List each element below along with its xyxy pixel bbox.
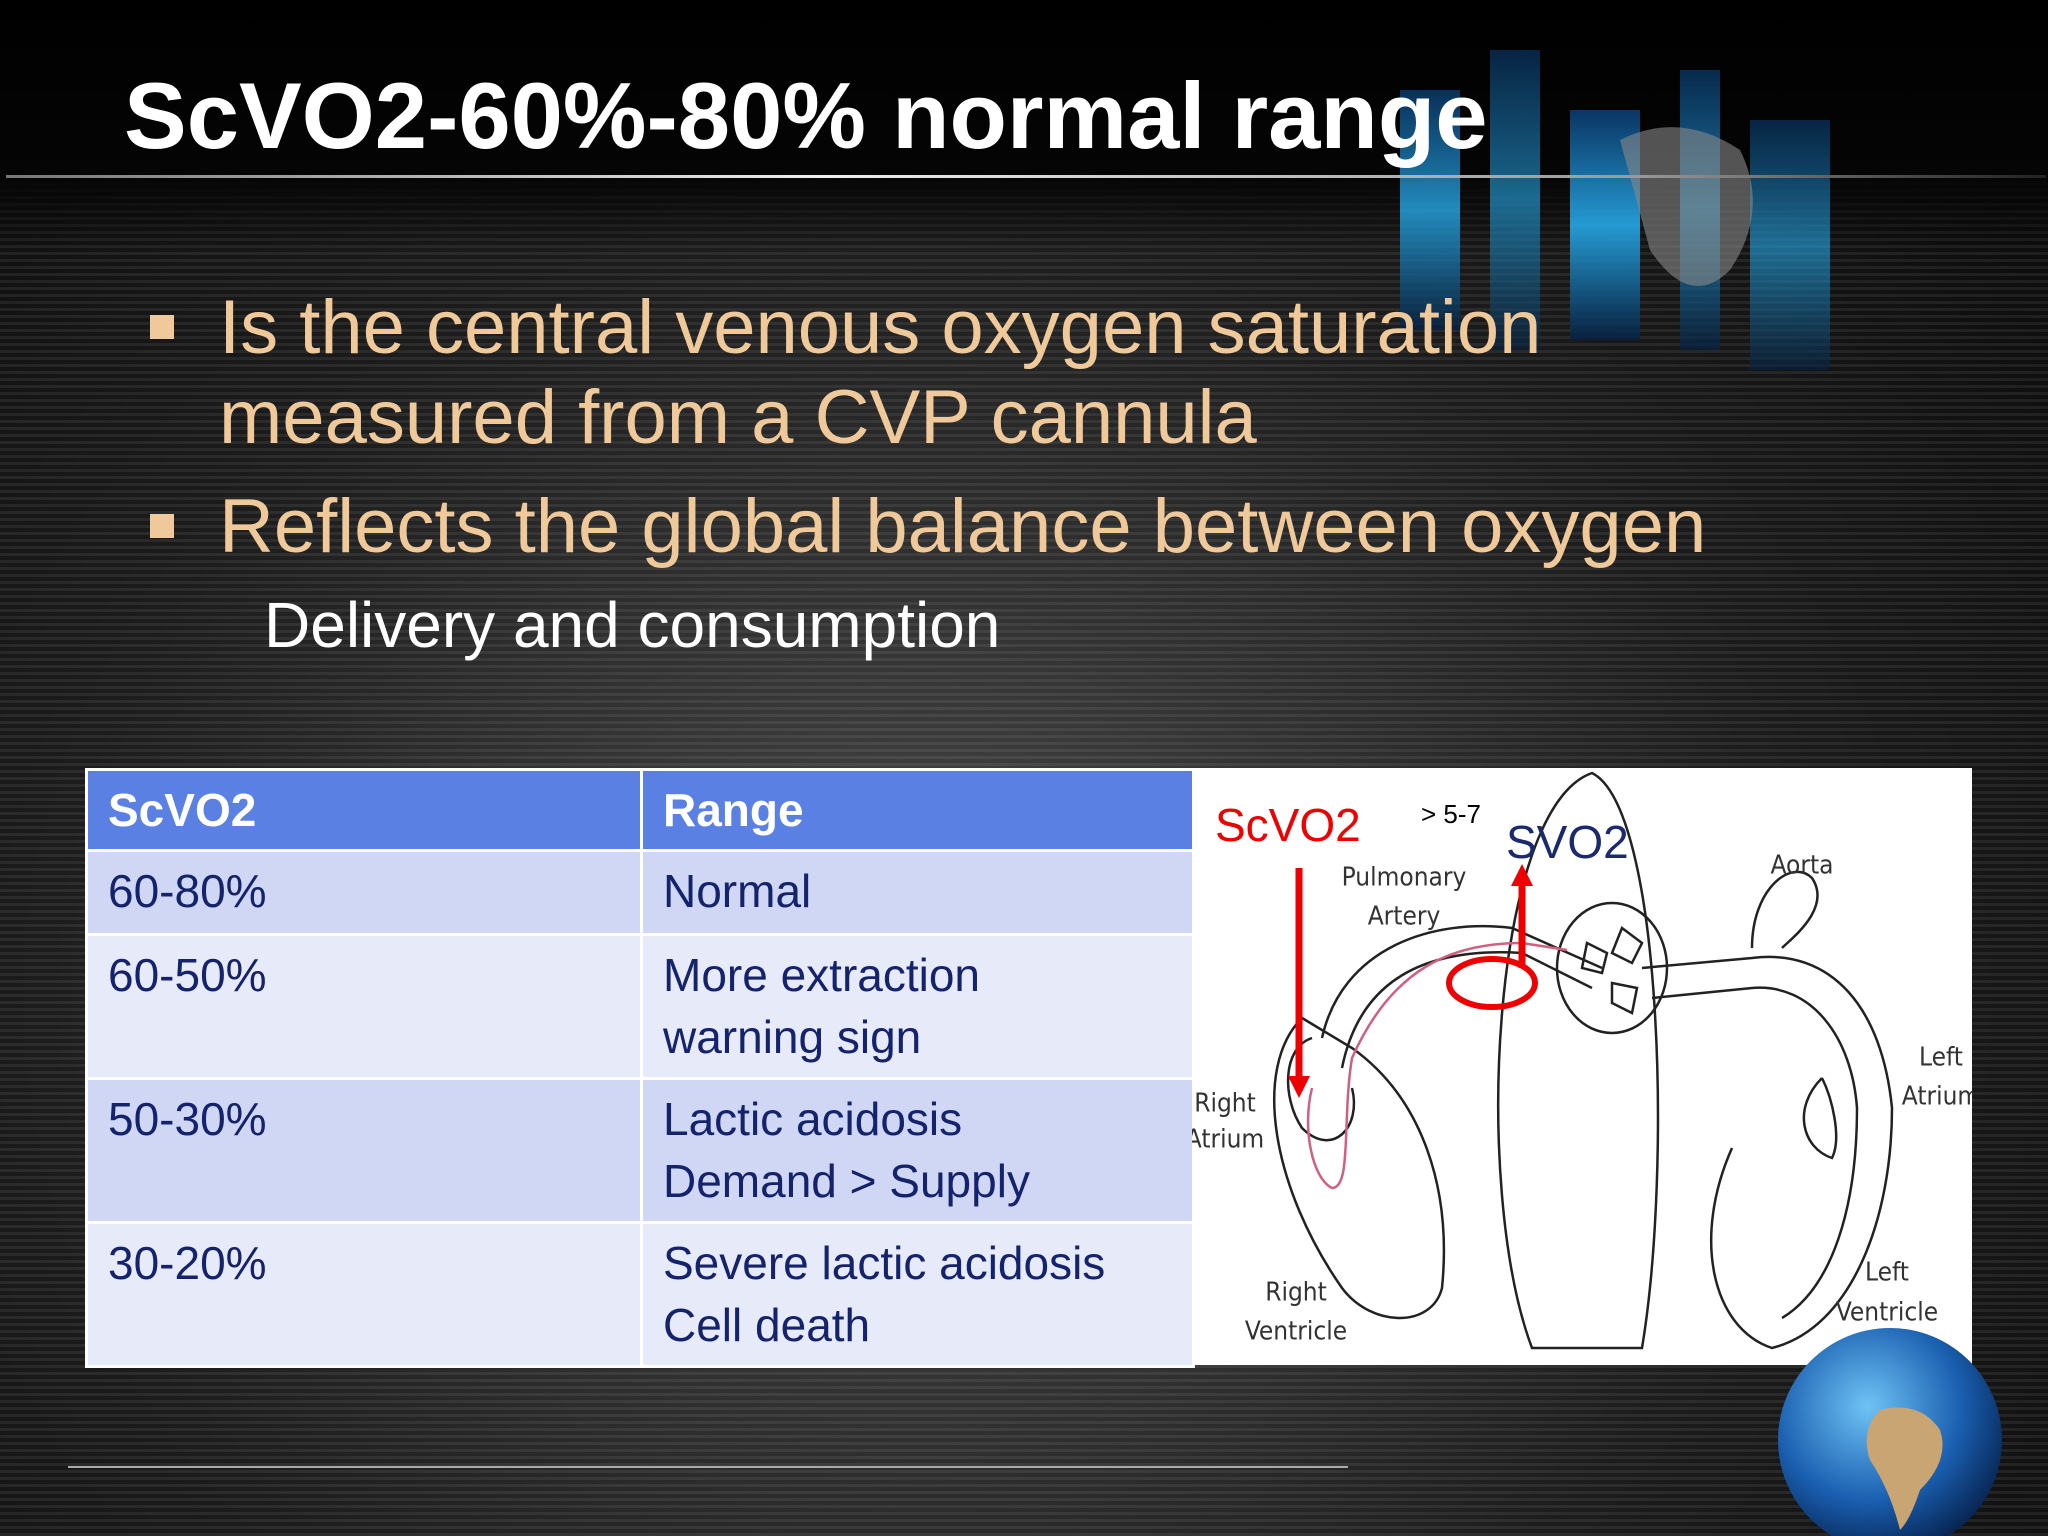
cell-line: 30-20% [108, 1237, 267, 1289]
cell-line: 60-80% [108, 865, 267, 917]
cell-line: warning sign [663, 1011, 922, 1063]
cell-line: 60-50% [108, 949, 267, 1001]
cell: More extraction warning sign [640, 933, 1195, 1080]
cell: 50-30% [85, 1077, 643, 1224]
title-rule [6, 175, 2046, 178]
sub-line: Delivery and consumption [264, 589, 1001, 661]
decoration [1400, 50, 1830, 370]
header-cell: ScVO2 [85, 768, 643, 852]
diagram-label: Aorta [1771, 851, 1834, 881]
diagram-label: Pulmonary [1342, 863, 1467, 893]
cell: Lactic acidosis Demand > Supply [640, 1077, 1195, 1224]
diagram-label: Artery [1368, 902, 1441, 932]
cell-line: Lactic acidosis [663, 1093, 963, 1145]
cell-line: Normal [663, 865, 812, 917]
cell: 30-20% [85, 1221, 643, 1368]
diagram-label: SVO2 [1506, 816, 1629, 868]
bullet-text: Reflects the global balance between oxyg… [219, 484, 1707, 569]
diagram-label: ScVO2 [1215, 799, 1361, 851]
diagram-label: Ventricle [1836, 1298, 1938, 1328]
header-cell: Range [640, 768, 1195, 852]
diagram-label: Ventricle [1245, 1317, 1347, 1347]
bullet-text: Is the central venous oxygen saturation … [219, 285, 1542, 460]
globe [1778, 1328, 2002, 1536]
cell: 60-50% [85, 933, 643, 1080]
cell: 60-80% [85, 849, 643, 936]
diagram-label: Right [1194, 1089, 1256, 1119]
cell-line: 50-30% [108, 1093, 267, 1145]
diagram-label: Right [1265, 1278, 1327, 1308]
diagram-label: Left [1865, 1258, 1909, 1288]
cell: Severe lactic acidosis Cell death [640, 1221, 1195, 1368]
diagram-label: Atrium [1192, 1125, 1264, 1155]
diagram-label: Left [1919, 1043, 1963, 1073]
diagram-label: Atrium [1902, 1082, 1972, 1112]
cell-line: Severe lactic acidosis [663, 1237, 1106, 1289]
heart-diagram: ScVO2 > 5-7 SVO2 Pulmonary Artery Aorta … [1192, 768, 1972, 1365]
title: ScVO2-60%-80% normal range [124, 63, 1488, 168]
cell-line: Cell death [663, 1299, 871, 1351]
cell: Normal [640, 849, 1195, 936]
diagram-label: > 5-7 [1421, 799, 1481, 829]
footer-rule [68, 1466, 1348, 1468]
table: ScVO2 Range 60-80% Normal 60-50% More extra… [85, 768, 1195, 1368]
cell-line: Demand > Supply [663, 1155, 1030, 1207]
cell-line: More extraction [663, 949, 981, 1001]
